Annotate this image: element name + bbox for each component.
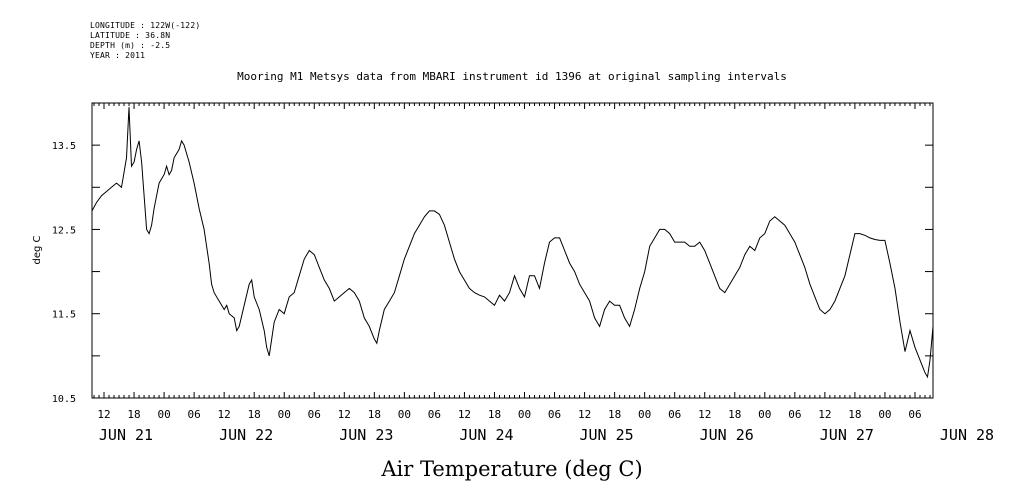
x-hour-label: 12: [458, 408, 471, 421]
year-label: YEAR : 2011: [90, 51, 146, 60]
x-hour-label: 00: [518, 408, 531, 421]
y-tick-label: 12.5: [52, 225, 76, 236]
x-hour-label: 06: [788, 408, 801, 421]
y-tick-label: 10.5: [52, 394, 76, 405]
x-day-label: JUN 27: [820, 426, 874, 444]
chart-title: Mooring M1 Metsys data from MBARI instru…: [237, 70, 787, 83]
longitude-label: LONGITUDE : 122W(-122): [90, 21, 201, 30]
x-day-label: JUN 21: [99, 426, 153, 444]
metadata-block: LONGITUDE : 122W(-122) LATITUDE : 36.8N …: [90, 21, 200, 61]
x-hour-label: 00: [278, 408, 291, 421]
x-hour-label: 06: [187, 408, 200, 421]
x-hour-label: 12: [818, 408, 831, 421]
x-day-label: JUN 26: [700, 426, 754, 444]
x-hour-label: 06: [548, 408, 561, 421]
x-hour-label: 06: [668, 408, 681, 421]
x-hour-label: 12: [338, 408, 351, 421]
x-hour-label: 12: [97, 408, 110, 421]
x-hour-label: 18: [848, 408, 861, 421]
x-day-label: JUN 24: [459, 426, 513, 444]
x-hour-label: 06: [428, 408, 441, 421]
x-hour-label: 18: [127, 408, 140, 421]
axis-ticks: [92, 102, 933, 399]
x-hour-label: 18: [368, 408, 381, 421]
x-hour-label: 00: [878, 408, 891, 421]
x-hour-label: 12: [578, 408, 591, 421]
x-hour-label: 12: [218, 408, 231, 421]
x-hour-label: 18: [728, 408, 741, 421]
x-hour-label: 00: [638, 408, 651, 421]
x-hour-label: 00: [157, 408, 170, 421]
latitude-label: LATITUDE : 36.8N: [90, 31, 171, 40]
x-hour-label: 00: [398, 408, 411, 421]
x-hour-label: 06: [308, 408, 321, 421]
x-day-label: JUN 25: [579, 426, 633, 444]
x-hour-label: 06: [908, 408, 921, 421]
x-hour-label: 00: [758, 408, 771, 421]
x-day-label: JUN 22: [219, 426, 273, 444]
x-hour-label: 18: [488, 408, 501, 421]
y-axis-label: deg C: [32, 235, 43, 264]
x-axis-label: Air Temperature (deg C): [380, 457, 642, 481]
plot-frame: [91, 102, 934, 399]
x-tick-labels: 12 18 00 06 12 18 00 06 12 18 00 06 12 18 00 06 12 18 00 06…: [97, 408, 994, 444]
x-day-label: JUN 23: [339, 426, 393, 444]
x-hour-label: 18: [608, 408, 621, 421]
series-line: [91, 107, 934, 379]
x-hour-label: 12: [698, 408, 711, 421]
x-hour-label: 18: [248, 408, 261, 421]
y-tick-label: 11.5: [52, 310, 76, 321]
depth-label: DEPTH (m) : -2.5: [90, 41, 171, 50]
x-day-label: JUN 28: [940, 426, 994, 444]
y-tick-labels: 10.5 11.5 12.5 13.5: [52, 141, 76, 405]
y-tick-label: 13.5: [52, 141, 76, 152]
